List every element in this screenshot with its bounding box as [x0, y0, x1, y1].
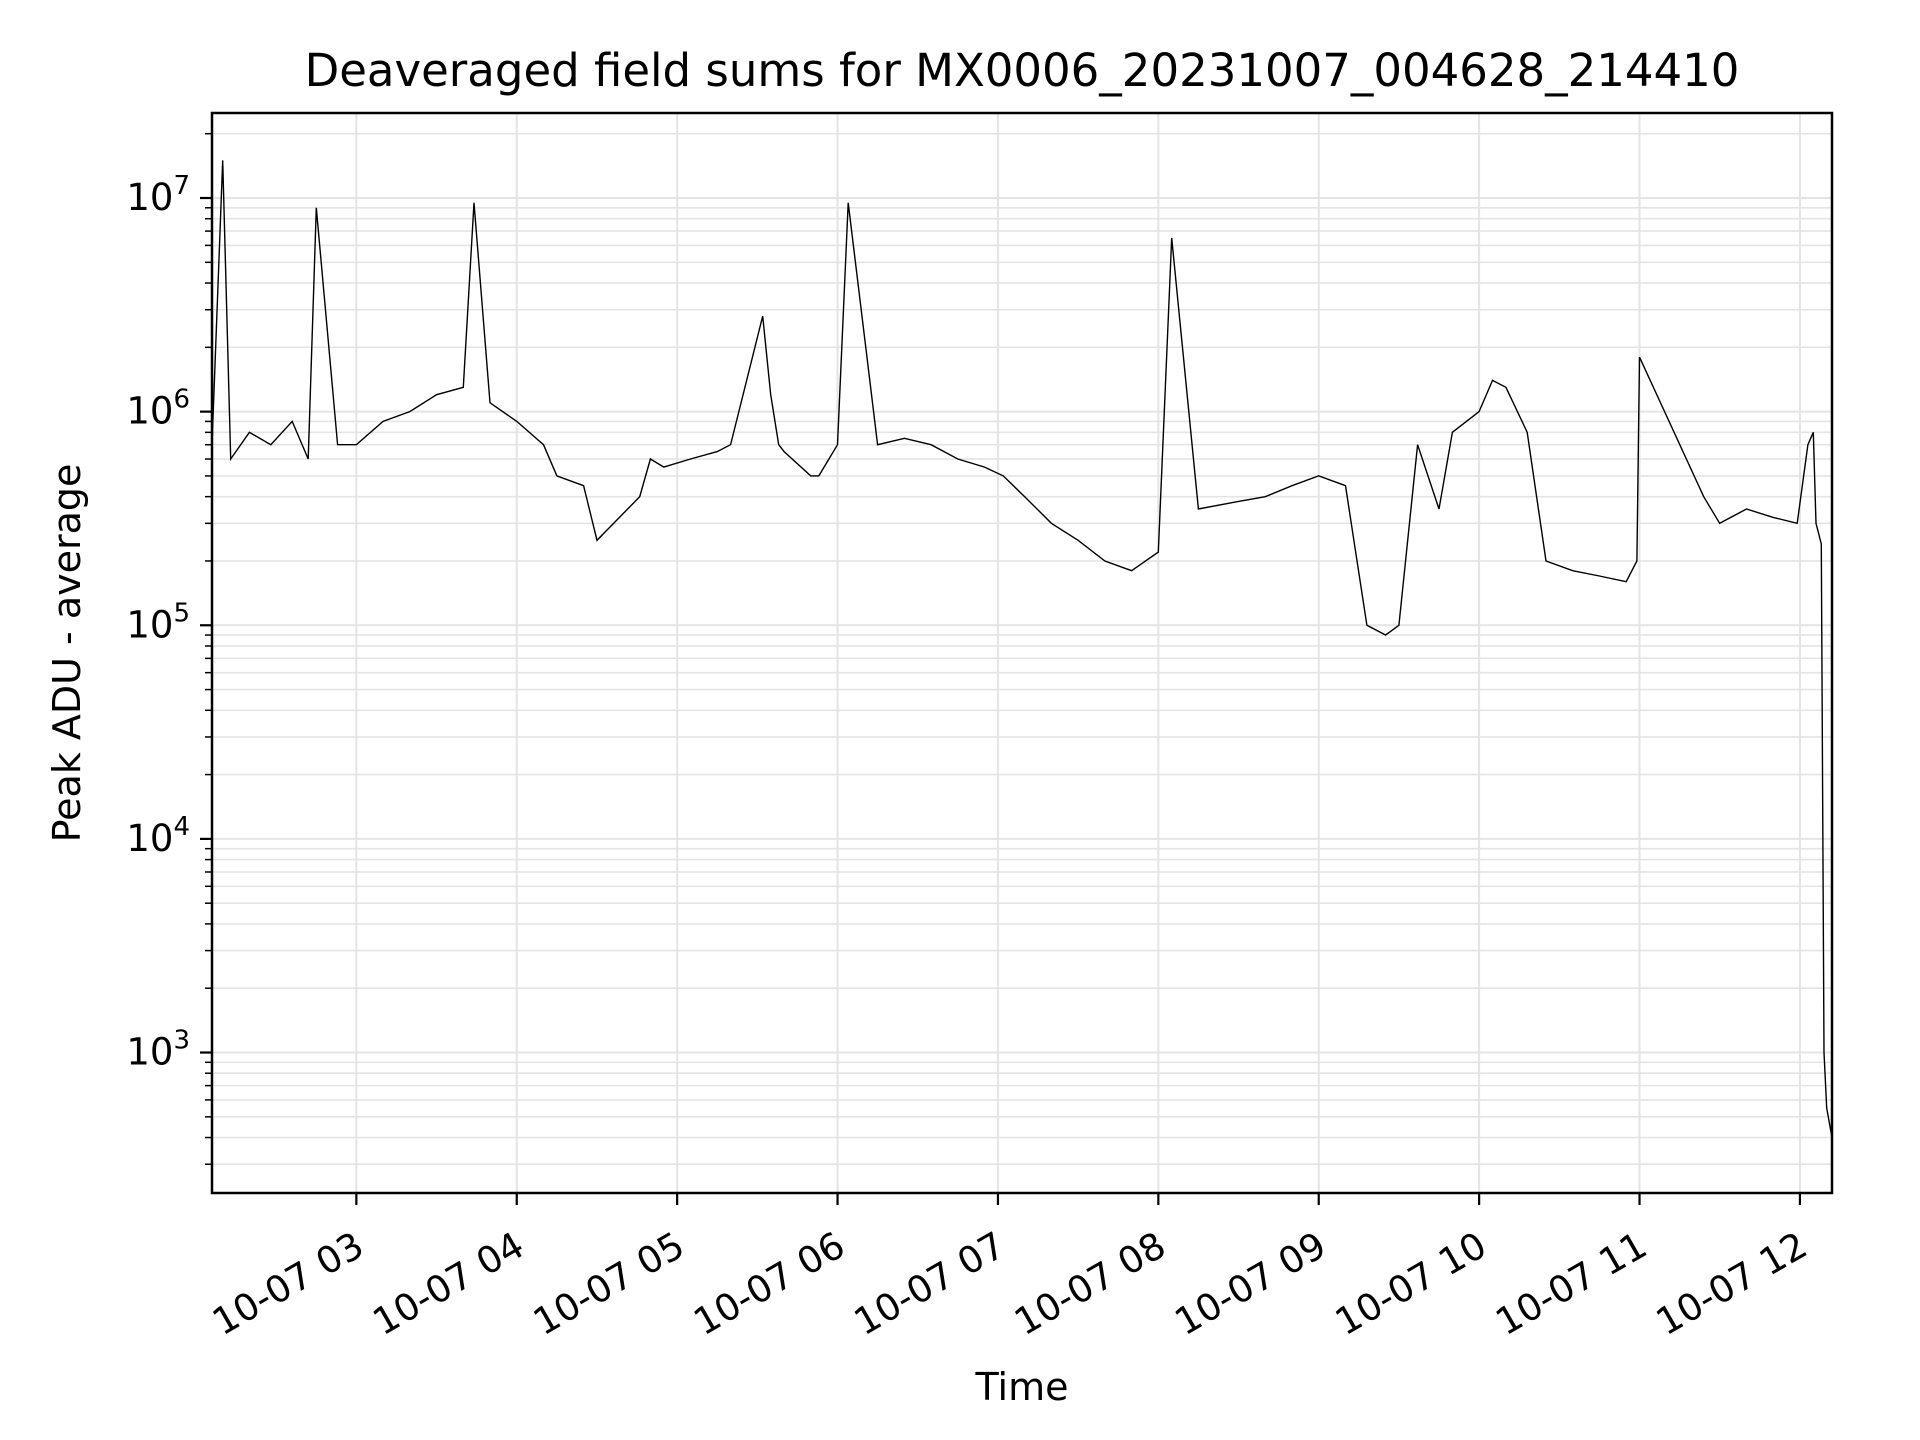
series-line — [211, 160, 1833, 1138]
series-layer — [211, 160, 1833, 1138]
y-tick-label: 105 — [126, 598, 190, 646]
y-tick-exponent: 7 — [173, 171, 190, 201]
x-axis-label: Time — [975, 1365, 1069, 1409]
y-tick-label: 107 — [126, 171, 190, 219]
y-tick-base: 10 — [126, 1031, 173, 1074]
y-tick-base: 10 — [126, 817, 173, 860]
y-tick-exponent: 4 — [173, 812, 190, 842]
y-axis-label: Peak ADU - average — [45, 464, 89, 843]
y-tick-base: 10 — [126, 603, 173, 646]
chart-title: Deaveraged field sums for MX0006_2023100… — [305, 44, 1740, 97]
y-tick-base: 10 — [126, 390, 173, 433]
grid — [212, 113, 1832, 1193]
y-tick-base: 10 — [126, 176, 173, 219]
y-tick-exponent: 6 — [173, 385, 190, 415]
plot-frame — [210, 111, 1834, 1195]
y-tick-label: 106 — [126, 385, 190, 433]
y-tick-label: 104 — [126, 812, 190, 860]
y-tick-exponent: 5 — [173, 598, 190, 628]
y-tick-label: 103 — [126, 1026, 190, 1074]
y-tick-exponent: 3 — [173, 1026, 190, 1056]
